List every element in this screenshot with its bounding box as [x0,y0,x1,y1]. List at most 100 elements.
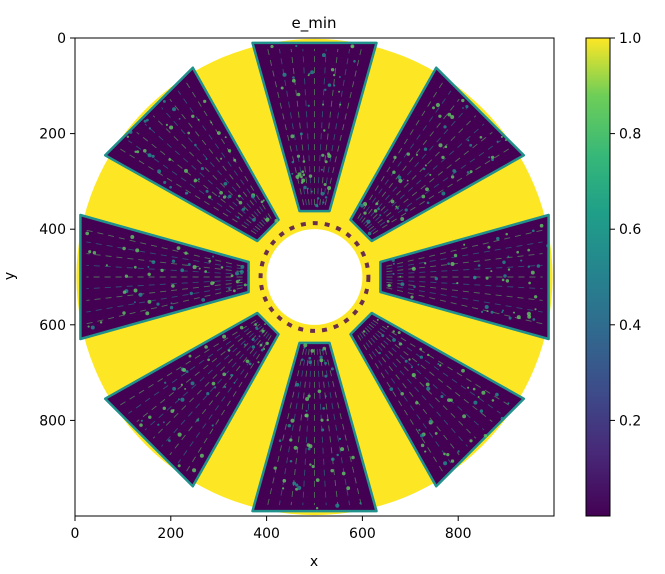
arm-speckle [467,139,470,142]
arm-streak [302,348,313,506]
arm-speckle [319,355,323,359]
arm-streak [316,48,327,206]
arm-speckle [378,351,381,355]
arm-speckle [507,255,510,258]
arm-speckle [508,316,512,320]
arm-speckle [435,102,440,108]
arm-speckle [198,267,201,270]
arm-speckle [425,187,429,192]
arm-speckle [237,194,241,198]
arm-speckle [336,453,339,457]
arm-speckle [346,486,351,491]
arm-speckle [398,178,403,183]
x-tick-label: 200 [157,526,184,542]
arm-speckle [461,368,465,373]
arm-speckle [419,347,423,351]
arm-speckle [441,155,445,160]
arm-speckle [301,170,305,174]
arm-streak [152,327,265,439]
arm-speckle [404,208,408,212]
arm-speckle [507,402,510,405]
arm-speckle [400,282,405,287]
arm-speckle [443,125,447,129]
arm-streak [290,348,310,506]
colorbar [585,37,611,517]
arm-speckle [481,390,486,395]
arm-speckle [397,175,402,180]
arm-speckle [295,382,300,387]
arm-speckle [418,428,421,432]
arm-speckle [496,236,500,241]
arm-speckle [327,83,332,87]
arm-speckle [317,389,322,394]
arm-speckle [136,150,140,154]
arm-speckle [278,439,282,442]
arm-speckle [210,121,213,124]
arm-speckle [222,334,227,339]
y-tick-label: 800 [39,413,66,429]
arm-speckle [441,191,446,196]
arm-speckle [443,452,446,456]
arm-speckle [168,158,172,161]
arm-speckle [399,275,402,278]
arm-streak [319,48,339,206]
arm-speckle [366,315,370,319]
arm-speckle [206,391,210,396]
arm-streak [186,335,272,472]
arm-speckle [211,424,214,427]
arm-speckle [404,359,408,363]
arm-speckle [315,506,319,510]
arm-speckle [324,395,327,398]
arm-speckle [392,330,395,333]
arm-speckle [465,104,469,109]
arm-streak [177,90,270,221]
arm-speckle [423,147,428,151]
arm-speckle [264,323,266,325]
arm-streak [152,115,265,227]
arm-speckle [484,305,489,309]
arm-speckle [428,419,433,424]
arm-speckle [133,265,137,269]
arm-speckle [307,104,310,107]
arm-speckle [434,431,438,435]
arm-speckle [184,168,188,173]
arm-speckle [147,299,152,304]
arm-speckle [462,107,464,109]
arm-speckle [520,259,523,262]
radial-arm [103,66,280,243]
arm-speckle [297,172,302,177]
arm-speckle [501,311,504,314]
arm-speckle [531,229,535,233]
arm-speckle [233,158,237,162]
arm-streak [386,281,543,301]
arm-speckle [502,260,506,265]
arm-speckle [205,158,208,161]
arm-speckle [387,283,391,288]
radial-arm [79,213,250,341]
x-tick-label: 600 [349,526,376,542]
arm-streak [361,331,460,456]
arm-speckle [230,274,234,278]
arm-speckle [406,179,409,182]
arm-speckle [532,318,536,321]
arm-speckle [303,185,307,190]
arm-speckle [126,135,130,139]
arm-speckle [133,301,136,304]
arm-speckle [320,191,325,196]
arm-speckle [323,182,327,187]
x-tick-label: 800 [445,526,472,542]
arm-speckle [320,418,324,422]
arm-speckle [245,359,250,364]
arm-speckle [324,361,328,365]
arm-speckle [437,363,440,365]
arm-speckle [87,325,90,328]
arm-speckle [303,343,308,348]
arm-streak [136,131,261,231]
arm-speckle [391,258,395,262]
arm-speckle [319,358,324,363]
arm-streak [363,329,468,447]
arm-speckle [307,394,311,398]
arm-speckle [146,118,149,122]
arm-speckle [310,349,315,353]
